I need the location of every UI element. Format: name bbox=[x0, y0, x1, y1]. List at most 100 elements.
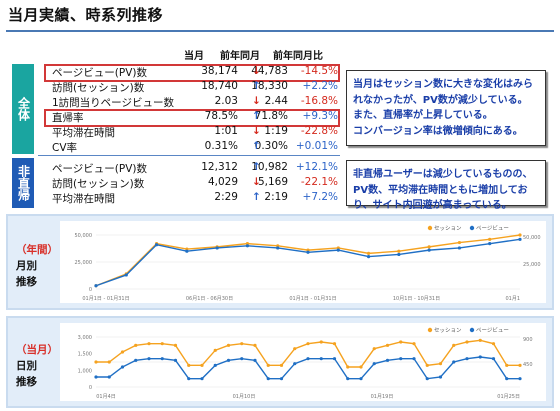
table-row: 訪問(セッション)数 18,740 18,330 ↑ +2.2% bbox=[52, 80, 342, 94]
data-point bbox=[478, 355, 482, 359]
data-point bbox=[438, 375, 443, 379]
data-point bbox=[107, 360, 111, 364]
metric-current: 12,312 bbox=[201, 161, 238, 173]
data-point bbox=[215, 246, 219, 250]
legend-swatch bbox=[427, 225, 433, 231]
legend-swatch bbox=[427, 327, 433, 333]
data-point bbox=[187, 377, 191, 381]
metric-change: -14.5% bbox=[300, 65, 338, 77]
data-point bbox=[425, 363, 429, 367]
data-point bbox=[245, 244, 250, 248]
table-row: 1訪問当りページビュー数 2.03 2.44 ↓ -16.8% bbox=[52, 95, 342, 109]
title-underline bbox=[6, 30, 554, 32]
legend-label: セッション bbox=[434, 327, 462, 334]
table-row: ページビュー(PV)数 38,174 44,783 ↓ -14.5% bbox=[52, 65, 342, 79]
metric-previous: 71.8% bbox=[254, 110, 288, 122]
data-point bbox=[147, 342, 151, 346]
metric-current: 18,740 bbox=[201, 80, 238, 92]
data-point bbox=[94, 360, 98, 364]
data-point bbox=[266, 377, 270, 381]
metric-current: 2.03 bbox=[214, 95, 238, 107]
data-point bbox=[185, 249, 189, 253]
y-tick-label: 0 bbox=[89, 287, 92, 293]
header-current: 当月 bbox=[184, 51, 204, 62]
x-tick-label: 01月1日 - 01月31日 bbox=[289, 296, 336, 302]
monthly-chart-panel: （年間） 月別 推移 50,000 25,000 0 50,000 25,000 01月1… bbox=[6, 214, 554, 310]
data-point bbox=[518, 363, 522, 367]
data-point bbox=[253, 358, 257, 362]
data-point bbox=[306, 250, 310, 254]
metric-previous: 44,783 bbox=[251, 65, 288, 77]
data-point bbox=[412, 357, 416, 361]
metric-current: 0.31% bbox=[204, 140, 238, 152]
y-tick-label: 0 bbox=[89, 385, 92, 391]
data-point bbox=[385, 358, 390, 362]
table-row: 平均滞在時間 1:01 1:19 ↓ -22.8% bbox=[52, 125, 342, 139]
metric-previous: 5,169 bbox=[257, 176, 288, 188]
metric-previous: 2.44 bbox=[264, 95, 288, 107]
data-point bbox=[147, 357, 151, 361]
table-row: 平均滞在時間 2:29 2:19 ↑ +7.2% bbox=[52, 191, 342, 205]
data-point bbox=[120, 365, 125, 369]
metric-previous: 1:19 bbox=[264, 125, 288, 137]
data-point bbox=[134, 358, 138, 362]
data-point bbox=[200, 363, 204, 367]
x-tick-label: 10月1日 - 10月31日 bbox=[393, 296, 440, 302]
metric-previous: 10,982 bbox=[251, 161, 288, 173]
section-label-indirect: 非直帰 bbox=[12, 158, 34, 208]
x-tick-label: 01月1 bbox=[505, 296, 520, 302]
data-point bbox=[279, 363, 284, 367]
data-point bbox=[505, 377, 509, 381]
data-point bbox=[372, 362, 376, 366]
daily-line-chart: 3,000 1,500 1,000 0 900 450 01月4日 01月10日 01月19日 0… bbox=[78, 326, 533, 400]
data-point bbox=[120, 350, 125, 354]
table-row: 直帰率 78.5% 71.8% ↑ +9.3% bbox=[52, 110, 342, 124]
x-tick-label: 01月25日 bbox=[497, 394, 520, 400]
trend-arrow-icon: ↑ bbox=[252, 191, 261, 203]
highlight-pv-row bbox=[44, 64, 340, 82]
monthly-chart-area: 50,000 25,000 0 50,000 25,000 01月1日 - 01月31日 0… bbox=[60, 221, 546, 303]
data-point bbox=[518, 377, 522, 381]
header-yoy: 前年同月比 bbox=[273, 51, 323, 62]
legend-swatch bbox=[469, 327, 475, 333]
metric-previous: 2:19 bbox=[264, 191, 288, 203]
data-point bbox=[399, 340, 403, 344]
data-point bbox=[173, 343, 178, 347]
monthly-line-chart: 50,000 25,000 0 50,000 25,000 01月1日 - 01月31日 0… bbox=[75, 224, 541, 302]
metric-previous: 18,330 bbox=[251, 80, 288, 92]
data-point bbox=[107, 375, 111, 379]
data-point bbox=[366, 251, 371, 255]
data-point bbox=[336, 248, 340, 252]
metric-label: 訪問(セッション)数 bbox=[52, 178, 145, 190]
data-point bbox=[124, 273, 128, 277]
daily-chart-label: （当月） 日別 推移 bbox=[16, 344, 58, 388]
data-point bbox=[397, 249, 401, 253]
data-point bbox=[372, 347, 376, 351]
data-point bbox=[240, 342, 244, 346]
metric-label: 訪問(セッション)数 bbox=[52, 82, 145, 94]
trend-arrow-icon: ↑ bbox=[252, 140, 261, 152]
data-point bbox=[319, 357, 323, 361]
data-point bbox=[412, 342, 416, 346]
metric-change: -22.1% bbox=[300, 176, 338, 188]
y2-tick-label: 450 bbox=[523, 362, 533, 368]
trend-arrow-icon: ↓ bbox=[252, 176, 261, 188]
y-tick-label: 50,000 bbox=[75, 233, 93, 239]
data-point bbox=[213, 348, 217, 352]
data-point bbox=[399, 357, 403, 361]
x-tick-label: 01月4日 bbox=[96, 394, 116, 400]
table-row: ページビュー(PV)数 12,312 10,982 ↑ +12.1% bbox=[52, 161, 342, 175]
data-point bbox=[94, 375, 98, 379]
legend-label: セッション bbox=[434, 225, 462, 232]
data-point bbox=[478, 338, 482, 342]
y2-tick-label: 900 bbox=[523, 337, 533, 343]
data-point bbox=[452, 360, 456, 364]
metric-change: +0.01% bbox=[295, 140, 338, 152]
note-indirect: 非直帰ユーザーは減少しているものの、PV数、平均滞在時間ともに増加しており、サイ… bbox=[346, 160, 546, 211]
x-tick-label: 06月1日 - 06月30日 bbox=[186, 296, 233, 302]
data-point bbox=[346, 377, 350, 381]
table-row: 訪問(セッション)数 4,029 5,169 ↓ -22.1% bbox=[52, 176, 342, 190]
legend-label: ページビュー bbox=[476, 326, 509, 334]
x-tick-label: 01月10日 bbox=[233, 394, 256, 400]
data-point bbox=[427, 248, 431, 252]
